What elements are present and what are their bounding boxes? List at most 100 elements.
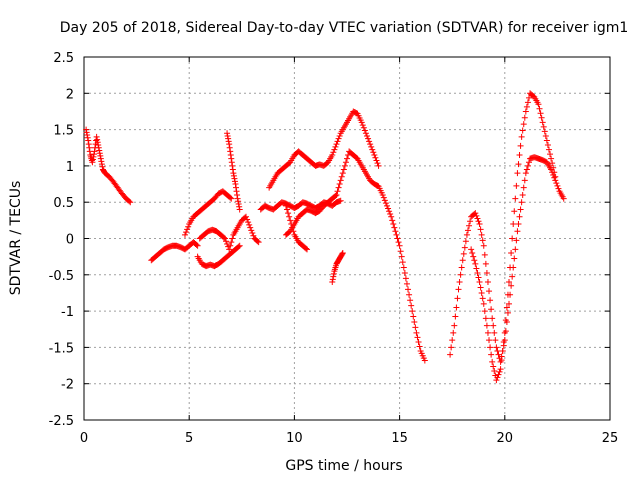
data-point (515, 161, 522, 168)
data-point (512, 246, 519, 253)
data-point (460, 250, 467, 257)
data-point (302, 245, 309, 252)
data-point (344, 155, 350, 162)
data-point (340, 166, 347, 173)
data-point (226, 246, 233, 253)
data-point (330, 273, 337, 280)
data-point (285, 210, 292, 217)
data-point (284, 206, 291, 213)
data-point (393, 231, 400, 238)
data-point (337, 197, 344, 204)
data-point (522, 108, 529, 115)
data-point (511, 255, 518, 262)
data-point (504, 291, 511, 298)
data-point (337, 177, 344, 184)
data-point (470, 253, 477, 260)
data-point (383, 202, 390, 209)
data-point (367, 141, 374, 148)
data-point (495, 371, 502, 378)
series-arc-6 (224, 130, 243, 213)
data-point (374, 160, 381, 167)
data-point (507, 264, 514, 271)
data-point (227, 242, 234, 249)
data-point (524, 99, 531, 106)
x-tick-label: 15 (391, 431, 408, 446)
data-point (379, 191, 386, 198)
y-tick-label: -1 (61, 305, 74, 320)
data-point (461, 244, 468, 251)
data-point (243, 213, 250, 220)
data-point (409, 308, 416, 315)
data-point (254, 238, 261, 245)
series-arc-10 (282, 202, 311, 253)
data-point (382, 200, 389, 207)
data-point (365, 135, 372, 142)
data-point (509, 273, 516, 280)
data-point (85, 137, 92, 144)
data-point (194, 242, 201, 249)
data-point (520, 121, 527, 128)
data-point (228, 239, 235, 246)
data-point (514, 170, 521, 177)
grid-lines (84, 57, 610, 420)
data-point (476, 220, 483, 227)
data-point (455, 286, 462, 293)
data-point (250, 232, 257, 239)
data-point (95, 142, 102, 149)
data-point (227, 152, 234, 159)
data-point (477, 226, 484, 233)
data-point (84, 132, 91, 139)
data-point (400, 264, 407, 271)
data-point (373, 157, 380, 164)
data-point (538, 114, 545, 121)
data-point (457, 271, 464, 278)
data-point (496, 368, 503, 375)
data-point (549, 160, 556, 167)
data-point (225, 138, 232, 145)
data-point (414, 334, 421, 341)
data-point (334, 138, 341, 145)
data-point (524, 162, 531, 169)
data-point (93, 133, 100, 140)
data-point (228, 195, 235, 202)
data-point (481, 251, 488, 258)
data-point (394, 235, 401, 242)
data-point (290, 228, 297, 235)
data-point (541, 128, 548, 135)
data-point (126, 198, 133, 205)
data-point (552, 173, 559, 180)
data-point (391, 224, 398, 231)
data-point (480, 242, 487, 249)
data-point (385, 205, 392, 212)
data-point (518, 133, 525, 140)
data-point (401, 269, 408, 276)
data-point (473, 265, 480, 272)
data-point (402, 275, 409, 282)
data-point (521, 114, 528, 121)
data-point (406, 291, 413, 298)
data-point (411, 318, 418, 325)
data-point (85, 141, 92, 148)
y-tick-label: -0.5 (49, 269, 74, 284)
data-point (454, 295, 461, 302)
data-point (329, 279, 336, 286)
x-tick-label: 0 (80, 431, 88, 446)
series-arc-8 (266, 108, 382, 191)
data-point (494, 374, 501, 381)
data-point (330, 270, 337, 277)
data-point (224, 132, 231, 139)
data-point (513, 182, 520, 189)
data-point (395, 239, 402, 246)
data-point (389, 217, 396, 224)
data-point (514, 228, 521, 235)
data-point (483, 269, 490, 276)
data-point (359, 122, 366, 129)
data-point (451, 322, 458, 329)
data-point (477, 284, 484, 291)
data-point (392, 228, 399, 235)
data-point (413, 329, 420, 336)
data-point (513, 237, 520, 244)
data-point (551, 169, 558, 176)
data-point (224, 130, 231, 137)
data-point (487, 297, 494, 304)
